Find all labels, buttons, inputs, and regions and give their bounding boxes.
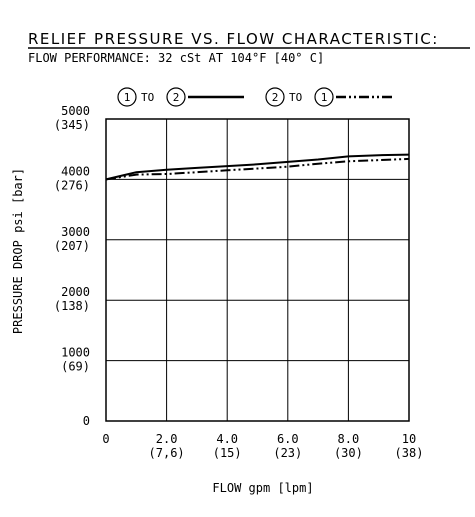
series-line-2: [105, 157, 410, 181]
legend-connector-word: TO: [141, 91, 154, 104]
legend-to-number: 2: [173, 91, 180, 104]
plot-frame: [105, 118, 410, 422]
x-tick-sublabel: (15): [213, 446, 242, 460]
x-axis-label: FLOW gpm [lpm]: [212, 481, 313, 495]
x-tick-label: 6.0: [277, 432, 299, 446]
x-tick-sublabel: (30): [334, 446, 363, 460]
legend-marker-to: [314, 87, 334, 107]
x-tick-label: 8.0: [338, 432, 360, 446]
chart-subtitle: FLOW PERFORMANCE: 32 cSt AT 104°F [40° C…: [28, 51, 324, 65]
legend: 1 TO 2 2 TO 1: [117, 87, 392, 107]
legend-connector-word: TO: [289, 91, 302, 104]
legend-from-number: 2: [272, 91, 279, 104]
y-tick-label: 2000: [61, 285, 90, 299]
x-tick-label: 2.0: [156, 432, 178, 446]
grid: [105, 118, 410, 422]
y-tick-sublabel: (138): [54, 299, 90, 313]
tick-labels: 0 2.0(7,6) 4.0(15) 6.0(23) 8.0(30) 10(38) 0 100…: [54, 104, 424, 460]
series-line-1: [105, 153, 410, 181]
legend-marker-to: [166, 87, 186, 107]
legend-to-number: 1: [321, 91, 328, 104]
y-tick-label: 5000: [61, 104, 90, 118]
x-tick-sublabel: (7,6): [149, 446, 185, 460]
chart-title: RELIEF PRESSURE VS. FLOW CHARACTERISTIC:: [28, 30, 439, 48]
y-tick-label: 4000: [61, 164, 90, 178]
y-tick-label: 0: [83, 414, 90, 428]
x-tick-sublabel: (23): [273, 446, 302, 460]
y-tick-sublabel: (345): [54, 118, 90, 132]
y-axis-label: PRESSURE DROP psi [bar]: [11, 168, 25, 334]
y-tick-sublabel: (207): [54, 239, 90, 253]
legend-from-number: 1: [124, 91, 131, 104]
x-tick-label: 0: [102, 432, 109, 446]
y-tick-label: 3000: [61, 225, 90, 239]
legend-marker-from: [117, 87, 137, 107]
x-tick-label: 4.0: [216, 432, 238, 446]
series-layer: [105, 153, 410, 181]
y-tick-sublabel: (276): [54, 178, 90, 192]
x-tick-label: 10: [402, 432, 416, 446]
legend-marker-from: [265, 87, 285, 107]
y-tick-label: 1000: [61, 346, 90, 360]
y-tick-sublabel: (69): [61, 360, 90, 374]
x-tick-sublabel: (38): [395, 446, 424, 460]
